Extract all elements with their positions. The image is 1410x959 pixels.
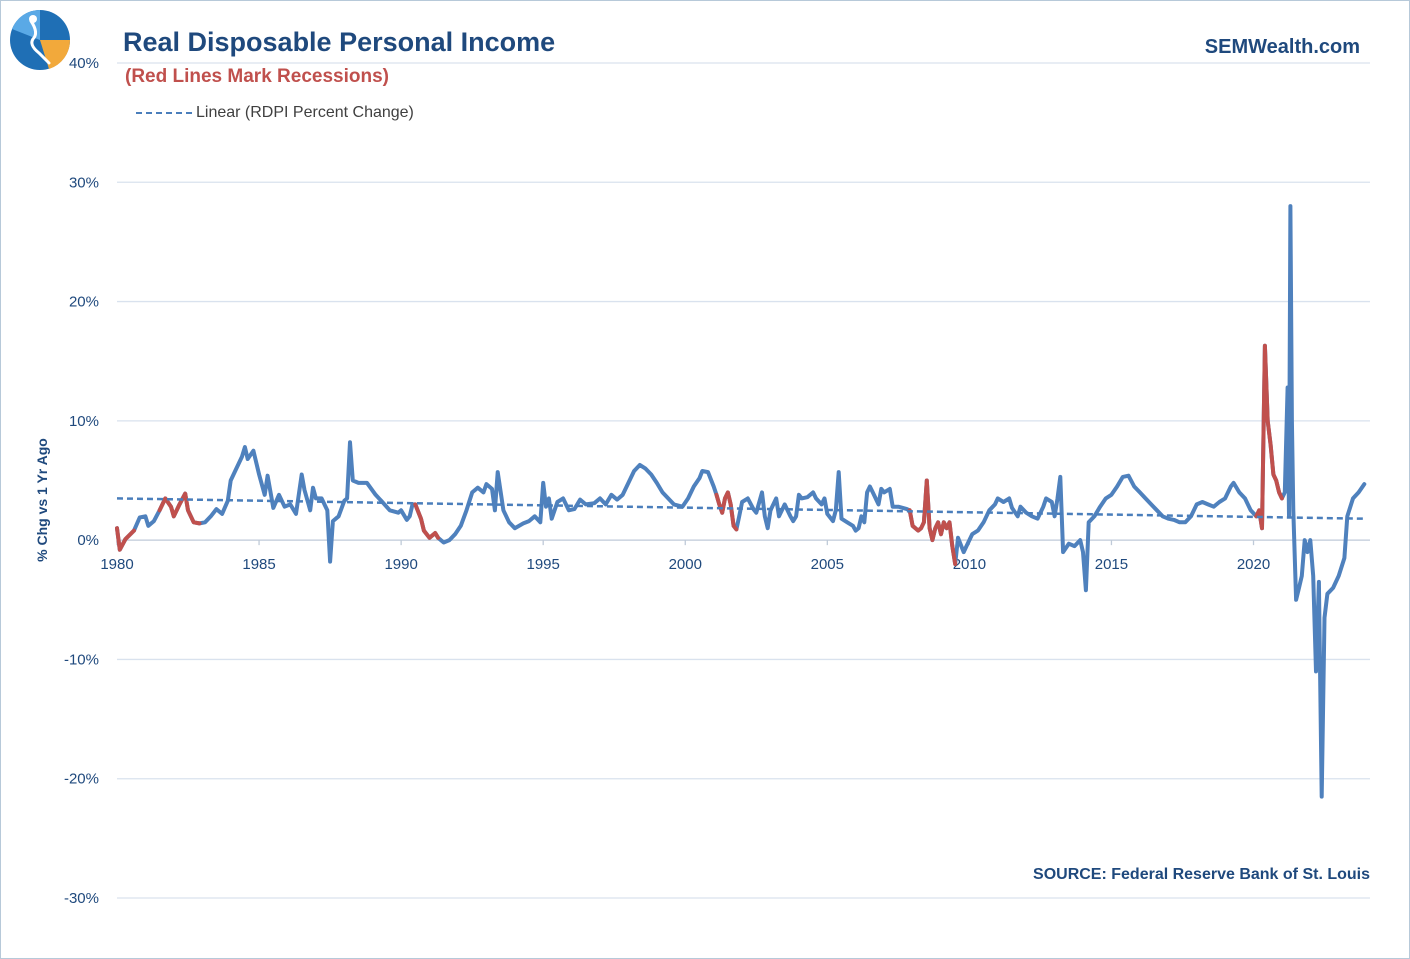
y-tick-label: -30% — [64, 890, 99, 907]
x-tick-label: 2015 — [1095, 556, 1128, 573]
chart-subtitle: (Red Lines Mark Recessions) — [125, 66, 389, 87]
recession-segment — [413, 502, 441, 540]
y-tick-label: 10% — [69, 413, 99, 430]
x-tick-label: 1980 — [100, 556, 133, 573]
x-tick-label: 2000 — [669, 556, 702, 573]
y-tick-label: -20% — [64, 771, 99, 788]
recession-segment — [714, 490, 739, 532]
recession-segment — [1254, 343, 1284, 531]
brand-label: SEMWealth.com — [1204, 36, 1360, 58]
tick-layer: 40% 30% 20% 10% 0% -10% -20% -30% 1980 1985 1990 19… — [64, 55, 1270, 907]
semwealth-logo-icon — [10, 9, 71, 70]
source-note: SOURCE: Federal Reserve Bank of St. Loui… — [1033, 866, 1370, 883]
y-tick-label: 40% — [69, 55, 99, 72]
x-tick-label: 1995 — [527, 556, 560, 573]
x-tick-label: 1985 — [242, 556, 275, 573]
y-tick-label: 20% — [69, 294, 99, 311]
recession-segment — [907, 478, 958, 566]
trend-line — [116, 497, 1365, 520]
x-tick-label: 2020 — [1237, 556, 1270, 573]
series-layer — [115, 204, 1367, 799]
y-tick-label: -10% — [64, 651, 99, 668]
y-tick-label: 0% — [77, 532, 99, 549]
legend-trend-label: Linear (RDPI Percent Change) — [196, 104, 414, 121]
legend-trend-swatch — [136, 112, 192, 114]
x-tick-label: 2010 — [953, 556, 986, 573]
grid-layer — [116, 62, 1370, 899]
y-tick-label: 30% — [69, 174, 99, 191]
x-tick-label: 2005 — [811, 556, 844, 573]
recession-segment — [157, 491, 202, 526]
legend: Linear (RDPI Percent Change) — [136, 104, 414, 122]
recession-segment — [115, 526, 136, 552]
chart-title: Real Disposable Personal Income — [123, 27, 556, 57]
series-line-rdpi — [115, 204, 1367, 799]
x-tick-label: 1990 — [384, 556, 417, 573]
